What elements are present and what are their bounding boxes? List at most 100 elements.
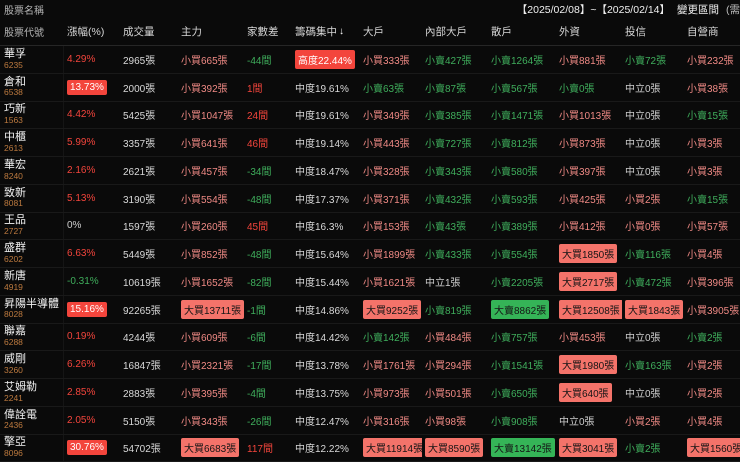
cell-value: 小買232張 [687, 55, 734, 67]
cell-volume: 5150張 [120, 407, 178, 434]
stock-name: 聯嘉 [4, 325, 26, 338]
table-row[interactable]: 王品 2727 0% 1597張 小買260張 45間 中度16.3% 小買153張 小賣43張… [0, 212, 740, 241]
cell-value: 小買973張 [363, 388, 410, 400]
date-range: 【2025/02/08】~【2025/02/14】 [516, 4, 670, 16]
cell-value: 小買38張 [687, 83, 729, 95]
column-header-internal[interactable]: 內部大戶 [422, 18, 488, 45]
stock-name-cell: 昇陽半導體 8028 [0, 295, 64, 323]
cell-value: 3190張 [123, 194, 156, 206]
cell-value: 小賣554張 [491, 250, 538, 262]
column-header-label: 散戶 [491, 26, 512, 38]
stock-name-cell: 致新 8081 [0, 184, 64, 212]
cell-diff: -48間 [244, 185, 292, 212]
table-row[interactable]: 中櫃 2613 5.99% 3357張 小買641張 46間 中度19.14% 小買443張小… [0, 129, 740, 157]
cell-value: 4.29% [67, 53, 96, 65]
column-header-change[interactable]: 漲幅(%) [64, 18, 120, 45]
table-row[interactable]: 偉詮電 2436 2.05% 5150張 小買343張 -26間 中度12.47% 小買316… [0, 406, 740, 435]
sort-descending-icon: ↓ [339, 26, 344, 37]
cell-value: 2.16% [67, 164, 96, 176]
cell-value: 小買1047張 [181, 111, 234, 123]
column-header-label: 成交量 [123, 26, 155, 38]
column-header-trust[interactable]: 投信 [622, 18, 684, 45]
cell-diff: 1間 [244, 74, 292, 101]
cell-diff: -82間 [244, 268, 292, 295]
table-row[interactable]: 盛群 6202 6.63% 5449張 小買852張 -48間 中度15.64% 小買1899… [0, 240, 740, 268]
table-row[interactable]: 聯嘉 6288 0.19% 4244張 小買609張 -6間 中度14.42% 小賣142張小… [0, 323, 740, 352]
table-row[interactable]: 致新 8081 5.13% 3190張 小買554張 -48間 中度17.37% 小買371張… [0, 184, 740, 213]
cell-retail: 大賣13142張 [488, 435, 556, 462]
cell-retail: 小賣908張 [488, 407, 556, 434]
cell-foreign: 小買425張 [556, 185, 622, 212]
cell-value: -82間 [247, 277, 272, 289]
table-row[interactable]: 威剛 3260 6.26% 16847張 小買2321張 -17間 中度13.78% 小買17… [0, 351, 740, 379]
table-row[interactable]: 倉和 6538 13.73% 2000張 小買392張 1間 中度19.61% 小賣63張 小賣… [0, 73, 740, 102]
cell-dealer: 小買3張 [684, 157, 740, 184]
cell-internal: 小賣432張 [422, 185, 488, 212]
cell-bigholder: 小買153張 [360, 213, 422, 240]
cell-volume: 3190張 [120, 185, 178, 212]
cell-value: 5.13% [67, 192, 96, 204]
cell-retail: 小賣1471張 [488, 102, 556, 129]
cell-dealer: 小買396張 [684, 268, 740, 295]
cell-trust: 中立0張 [622, 379, 684, 406]
cell-retail: 小賣812張 [488, 129, 556, 156]
column-header-diff[interactable]: 家數差 [244, 18, 292, 45]
column-header-main[interactable]: 主力 [178, 18, 244, 45]
column-header-bigholder[interactable]: 大戶 [360, 18, 422, 45]
column-header-retail[interactable]: 散戶 [488, 18, 556, 45]
table-row[interactable]: 昇陽半導體 8028 15.16% 92265張 大買13711張 -1間 中度14.86%… [0, 295, 740, 324]
cell-bigholder: 小賣142張 [360, 324, 422, 351]
cell-value: 小買457張 [181, 166, 228, 178]
cell-concentration: 中度14.42% [292, 324, 360, 351]
cell-value: -1間 [247, 305, 266, 317]
table-row[interactable]: 巧新 1563 4.42% 5425張 小買1047張 24間 中度19.61% 小買349張… [0, 101, 740, 130]
cell-value: 小買2張 [687, 388, 723, 400]
cell-value: 2621張 [123, 166, 156, 178]
cell-value: 中度15.44% [295, 277, 349, 289]
cell-main: 小買2321張 [178, 351, 244, 378]
cell-trust: 中立0張 [622, 74, 684, 101]
cell-bigholder: 小賣63張 [360, 74, 422, 101]
cell-value: 6.63% [67, 248, 96, 260]
cell-value: 小買0張 [625, 222, 661, 234]
cell-volume: 5449張 [120, 240, 178, 267]
column-header-foreign[interactable]: 外資 [556, 18, 622, 45]
cell-internal: 小買98張 [422, 407, 488, 434]
cell-change: 2.16% [64, 157, 120, 184]
table-row[interactable]: 華孚 6235 4.29% 2965張 小買665張 -44間 高度22.44% 小買333張… [0, 46, 740, 74]
stock-name-cell: 中櫃 2613 [0, 129, 64, 156]
cell-value: 小賣580張 [491, 166, 538, 178]
change-range-link[interactable]: 變更區間 [677, 4, 719, 16]
cell-internal: 小賣433張 [422, 240, 488, 267]
cell-change: 5.13% [64, 185, 120, 212]
cell-value: 小賣385張 [425, 111, 472, 123]
cell-value: 小買453張 [559, 333, 606, 345]
table-row[interactable]: 艾姆勒 2241 2.85% 2883張 小買395張 -4間 中度13.75% 小買973張… [0, 379, 740, 407]
cell-trust: 小賣2張 [622, 435, 684, 462]
cell-value: 2.85% [67, 386, 96, 398]
cell-internal: 小買501張 [422, 379, 488, 406]
stock-code: 8096 [4, 448, 23, 459]
cell-diff: -1間 [244, 296, 292, 323]
stock-name-cell: 聯嘉 6288 [0, 323, 64, 351]
cell-dealer: 小買57張 [684, 213, 740, 240]
column-header-concentration[interactable]: 籌碼集中 ↓ [292, 18, 360, 45]
cell-value: 大買3041張 [559, 438, 618, 458]
stock-code: 6288 [4, 337, 23, 348]
table-row[interactable]: 新唐 4919 -0.31% 10619張 小買1652張 -82間 中度15.44% 小買1… [0, 268, 740, 296]
column-header-volume[interactable]: 成交量 [120, 18, 178, 45]
stock-name: 華宏 [4, 158, 26, 171]
cell-concentration: 中度13.78% [292, 351, 360, 378]
stock-code: 2436 [4, 420, 23, 431]
cell-value: 46間 [247, 139, 269, 151]
cell-value: 3357張 [123, 139, 156, 151]
cell-bigholder: 小買349張 [360, 102, 422, 129]
cell-bigholder: 小買316張 [360, 407, 422, 434]
table-row[interactable]: 擎亞 8096 30.76% 54702張 大買6683張 117間 中度12.22% 大買1… [0, 434, 740, 462]
column-header-dealer[interactable]: 自營商 [684, 18, 740, 45]
cell-value: 小賣727張 [425, 139, 472, 151]
cell-retail: 小賣757張 [488, 324, 556, 351]
table-row[interactable]: 華宏 8240 2.16% 2621張 小買457張 -34間 中度18.47% 小買328張… [0, 157, 740, 185]
cell-bigholder: 小買333張 [360, 46, 422, 73]
cell-value: 小買3張 [687, 139, 723, 151]
